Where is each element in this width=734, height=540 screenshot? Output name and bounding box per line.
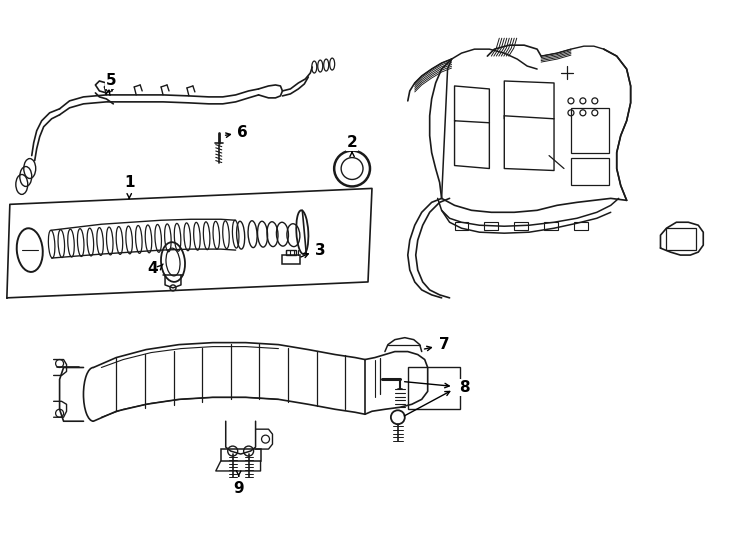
Bar	[571, 108, 608, 153]
Text: 9: 9	[233, 481, 244, 496]
Text: 7: 7	[439, 337, 450, 352]
Bar	[544, 222, 558, 230]
Text: 8: 8	[459, 380, 470, 395]
Bar	[283, 255, 300, 264]
Text: 6: 6	[237, 125, 248, 140]
Bar	[571, 158, 608, 185]
Bar	[286, 250, 297, 255]
Bar	[221, 449, 261, 461]
Bar	[666, 228, 697, 250]
Bar	[484, 222, 498, 230]
Text: 1: 1	[124, 175, 134, 190]
Text: 2: 2	[346, 135, 357, 150]
Bar	[574, 222, 588, 230]
Bar	[454, 222, 468, 230]
Text: 3: 3	[315, 242, 326, 258]
Text: 5: 5	[106, 73, 117, 89]
Bar	[408, 368, 459, 409]
Text: 4: 4	[148, 260, 159, 275]
Bar	[515, 222, 528, 230]
